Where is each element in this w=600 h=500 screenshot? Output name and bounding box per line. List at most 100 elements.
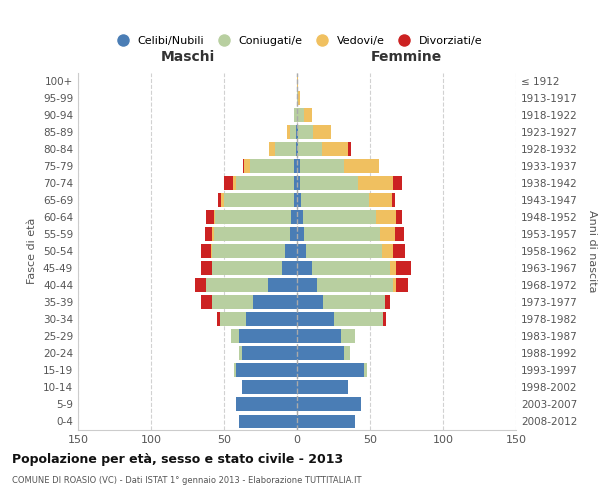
Bar xyxy=(297,108,304,122)
Bar xyxy=(394,176,402,190)
Bar xyxy=(214,210,215,224)
Bar xyxy=(297,278,317,292)
Y-axis label: Anni di nascita: Anni di nascita xyxy=(587,210,597,292)
Bar xyxy=(396,262,411,276)
Bar xyxy=(297,159,300,173)
Bar xyxy=(297,364,364,378)
Bar xyxy=(396,210,402,224)
Bar xyxy=(364,364,367,378)
Bar xyxy=(394,244,405,258)
Bar xyxy=(294,159,297,173)
Bar xyxy=(233,176,236,190)
Bar xyxy=(283,262,297,276)
Bar xyxy=(217,312,220,326)
Bar xyxy=(211,244,212,258)
Bar xyxy=(214,227,290,241)
Bar xyxy=(287,125,290,139)
Bar xyxy=(239,414,297,428)
Bar xyxy=(220,312,246,326)
Bar xyxy=(200,244,211,258)
Bar xyxy=(322,142,348,156)
Bar xyxy=(224,193,294,207)
Bar xyxy=(306,244,382,258)
Bar xyxy=(376,210,396,224)
Bar xyxy=(224,176,233,190)
Bar xyxy=(300,176,358,190)
Bar xyxy=(206,210,214,224)
Bar xyxy=(297,414,355,428)
Bar xyxy=(221,193,224,207)
Bar xyxy=(298,91,300,105)
Bar xyxy=(297,244,306,258)
Bar xyxy=(242,380,297,394)
Bar xyxy=(275,142,296,156)
Bar xyxy=(304,227,380,241)
Bar xyxy=(297,142,298,156)
Bar xyxy=(382,244,394,258)
Bar xyxy=(317,278,394,292)
Bar xyxy=(311,262,391,276)
Legend: Celibi/Nubili, Coniugati/e, Vedovi/e, Divorziati/e: Celibi/Nubili, Coniugati/e, Vedovi/e, Di… xyxy=(107,32,487,50)
Bar xyxy=(344,346,350,360)
Bar xyxy=(236,398,297,411)
Bar xyxy=(313,125,331,139)
Bar xyxy=(396,278,408,292)
Bar xyxy=(290,227,297,241)
Bar xyxy=(218,193,221,207)
Bar xyxy=(368,193,392,207)
Text: Popolazione per età, sesso e stato civile - 2013: Popolazione per età, sesso e stato civil… xyxy=(12,452,343,466)
Bar xyxy=(291,210,297,224)
Bar xyxy=(234,364,236,378)
Bar xyxy=(253,296,297,310)
Bar xyxy=(348,142,351,156)
Bar xyxy=(297,210,303,224)
Bar xyxy=(297,312,334,326)
Bar xyxy=(391,262,396,276)
Bar xyxy=(341,330,355,344)
Bar xyxy=(297,74,298,88)
Bar xyxy=(304,108,311,122)
Bar xyxy=(200,296,212,310)
Bar xyxy=(268,278,297,292)
Bar xyxy=(392,193,395,207)
Bar xyxy=(239,330,297,344)
Bar xyxy=(290,125,296,139)
Bar xyxy=(303,210,376,224)
Bar xyxy=(300,159,344,173)
Bar xyxy=(358,176,394,190)
Bar xyxy=(212,296,253,310)
Bar xyxy=(239,346,242,360)
Bar xyxy=(242,346,297,360)
Bar xyxy=(195,278,206,292)
Bar xyxy=(297,346,344,360)
Bar xyxy=(394,278,396,292)
Bar xyxy=(297,193,301,207)
Bar xyxy=(296,125,297,139)
Bar xyxy=(294,108,297,122)
Bar xyxy=(383,312,386,326)
Bar xyxy=(297,330,341,344)
Bar xyxy=(297,125,298,139)
Bar xyxy=(298,125,313,139)
Bar xyxy=(298,142,322,156)
Bar xyxy=(297,176,300,190)
Bar xyxy=(297,296,323,310)
Bar xyxy=(323,296,385,310)
Bar xyxy=(232,330,239,344)
Y-axis label: Fasce di età: Fasce di età xyxy=(28,218,37,284)
Bar xyxy=(297,227,304,241)
Bar xyxy=(344,159,379,173)
Bar xyxy=(236,364,297,378)
Bar xyxy=(205,227,212,241)
Bar xyxy=(215,210,291,224)
Bar xyxy=(212,262,283,276)
Bar xyxy=(212,244,286,258)
Bar xyxy=(250,159,294,173)
Bar xyxy=(200,262,212,276)
Bar xyxy=(334,312,383,326)
Bar xyxy=(212,227,214,241)
Bar xyxy=(243,159,244,173)
Bar xyxy=(301,193,368,207)
Text: COMUNE DI ROASIO (VC) - Dati ISTAT 1° gennaio 2013 - Elaborazione TUTTITALIA.IT: COMUNE DI ROASIO (VC) - Dati ISTAT 1° ge… xyxy=(12,476,361,485)
Bar xyxy=(244,159,250,173)
